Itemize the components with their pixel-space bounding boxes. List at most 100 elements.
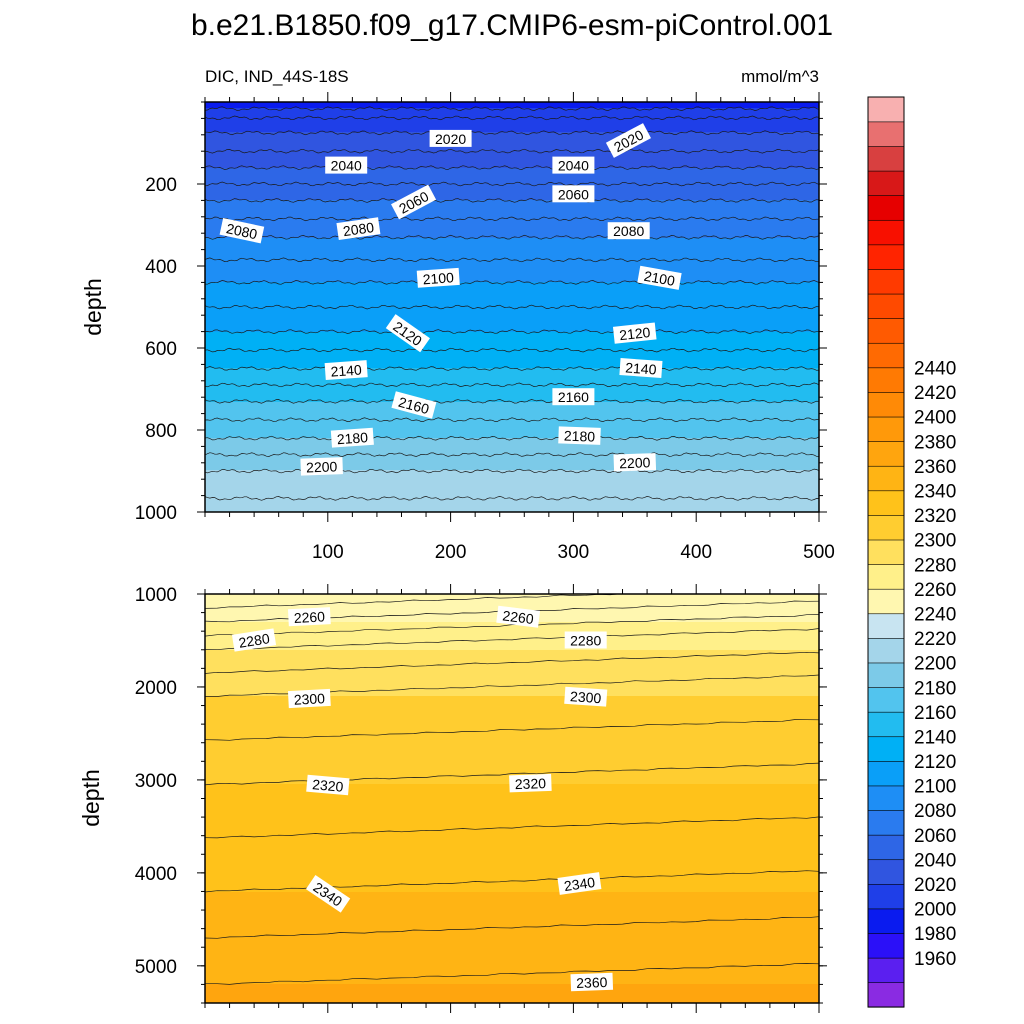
y-tick-label: 1000 — [135, 503, 177, 524]
fill-band — [205, 166, 819, 169]
fill-band — [205, 950, 819, 953]
fill-band — [205, 942, 819, 945]
contour-line — [205, 496, 819, 501]
fill-band — [205, 944, 819, 947]
fill-band — [205, 670, 819, 673]
fill-band — [205, 412, 819, 415]
fill-band — [205, 630, 819, 633]
fill-band — [205, 458, 819, 461]
fill-band — [205, 982, 819, 985]
contour-label-text: 2280 — [237, 630, 270, 651]
fill-band — [205, 628, 819, 631]
contour-line — [205, 130, 819, 136]
fill-band — [205, 730, 819, 733]
fill-band — [205, 508, 819, 511]
fill-band — [205, 396, 819, 399]
fill-band — [205, 640, 819, 643]
fill-band — [205, 362, 819, 365]
fill-band — [205, 102, 819, 105]
contour-line — [205, 916, 819, 939]
fill-band — [205, 206, 819, 209]
colorbar-swatch — [867, 859, 905, 885]
fill-band — [205, 180, 819, 183]
fill-band — [205, 750, 819, 753]
fill-band — [205, 906, 819, 909]
contour-label-text: 2340 — [563, 874, 596, 894]
fill-band — [205, 338, 819, 341]
contour-label: 2280 — [231, 628, 277, 652]
contour-line — [205, 452, 819, 457]
fill-band — [205, 196, 819, 199]
fill-band — [205, 664, 819, 667]
fill-band — [205, 148, 819, 151]
contour-label-text: 2080 — [225, 220, 259, 242]
fill-band — [205, 220, 819, 223]
fill-band — [205, 858, 819, 861]
fill-band — [205, 626, 819, 629]
fill-band — [205, 424, 819, 427]
fill-band — [205, 368, 819, 371]
fill-band — [205, 224, 819, 227]
fill-band — [205, 736, 819, 739]
fill-band — [205, 724, 819, 727]
contour-label-box — [612, 322, 657, 344]
contour-label-box — [564, 686, 608, 707]
contour-line — [205, 257, 819, 263]
fill-band — [205, 374, 819, 377]
fill-band — [205, 898, 819, 901]
fill-band — [205, 980, 819, 983]
contour-label-text: 2020 — [435, 131, 466, 147]
colorbar-label: 2080 — [914, 801, 956, 822]
fill-band — [205, 434, 819, 437]
contour-label-text: 2300 — [570, 688, 602, 706]
fill-band — [205, 258, 819, 261]
lower-panel-fill — [205, 594, 819, 1003]
colorbar-label: 2320 — [914, 506, 956, 527]
fill-band — [205, 746, 819, 749]
colorbar-swatch — [867, 613, 905, 639]
fill-band — [205, 360, 819, 363]
contour-label-text: 2260 — [502, 607, 535, 627]
fill-band — [205, 760, 819, 763]
fill-band — [205, 674, 819, 677]
fill-band — [205, 248, 819, 251]
fill-band — [205, 748, 819, 751]
fill-band — [205, 136, 819, 139]
contour-label-text: 2180 — [564, 428, 596, 445]
fill-band — [205, 188, 819, 191]
fill-band — [205, 888, 819, 891]
fill-band — [205, 214, 819, 217]
fill-band — [205, 862, 819, 865]
fill-band — [205, 636, 819, 639]
fill-band — [205, 828, 819, 831]
contour-label-box — [552, 388, 595, 406]
contour-label-box — [570, 972, 614, 992]
contour-label-text: 2320 — [312, 776, 345, 795]
contour-label-box — [325, 156, 368, 174]
fill-band — [205, 366, 819, 369]
upper-panel-ticks: 200 400 600 800 1000 100 200 300 400 500 — [135, 92, 835, 563]
colorbar-label: 2120 — [914, 752, 956, 773]
contour-label-text: 2200 — [619, 454, 651, 471]
fill-band — [205, 676, 819, 679]
fill-band — [205, 318, 819, 321]
fill-band — [205, 380, 819, 383]
fill-band — [205, 802, 819, 805]
colorbar-label: 2140 — [914, 727, 956, 748]
fill-band — [205, 304, 819, 307]
contour-label-box — [391, 391, 437, 419]
fill-band — [205, 974, 819, 977]
contour-label: 2180 — [558, 426, 601, 445]
fill-band — [205, 830, 819, 833]
contour-label: 2160 — [391, 391, 437, 419]
colorbar-swatch — [867, 539, 905, 565]
fill-band — [205, 892, 819, 895]
fill-band — [205, 820, 819, 823]
contour-line — [205, 234, 819, 240]
fill-band — [205, 718, 819, 721]
contour-label-box — [287, 688, 331, 709]
fill-band — [205, 934, 819, 937]
lower-panel-ticks: 1000 2000 3000 4000 5000 — [135, 584, 827, 1013]
figure-title: b.e21.B1850.f09_g17.CMIP6-esm-piControl.… — [191, 9, 833, 42]
